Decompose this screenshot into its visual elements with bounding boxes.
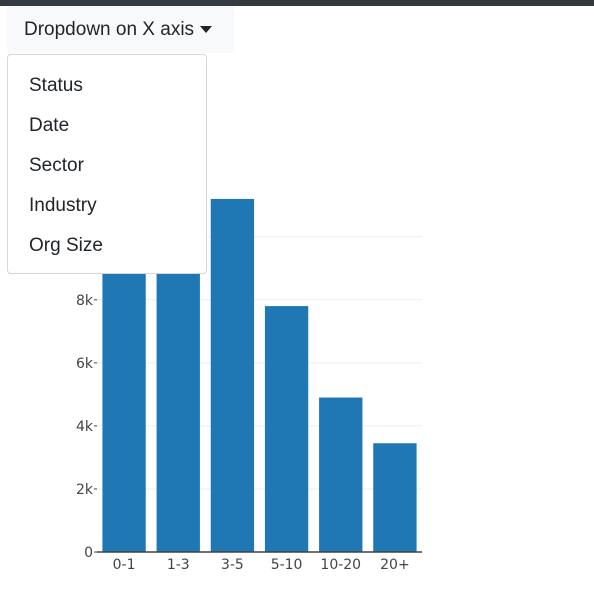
- dropdown-label: Dropdown on X axis: [24, 18, 195, 40]
- menu-item-status[interactable]: Status: [29, 75, 83, 96]
- bar-0-1[interactable]: [102, 236, 146, 552]
- y-tick-label: 8k: [76, 293, 94, 309]
- x-tick-label: 5-10: [271, 557, 303, 573]
- y-tick-label: 4k: [76, 419, 94, 435]
- bar-10-20[interactable]: [319, 397, 363, 552]
- y-tick-label: 2k: [76, 482, 94, 498]
- x-tick-label: 3-5: [221, 557, 244, 573]
- menu-item-date[interactable]: Date: [29, 115, 70, 136]
- bar-3-5[interactable]: [210, 198, 255, 552]
- x-tick-label: 1-3: [167, 557, 190, 573]
- menu-item-sector[interactable]: Sector: [29, 155, 84, 176]
- x-axis-dropdown-button[interactable]: Dropdown on X axis: [7, 6, 234, 53]
- chart-bars: [102, 198, 417, 552]
- x-tick-label: 0-1: [113, 557, 136, 573]
- caret-down-icon: [200, 26, 213, 33]
- dropdown-menu: Status Date Sector Industry Org Size: [7, 54, 207, 274]
- bar-1-3[interactable]: [156, 241, 200, 552]
- top-bar: [0, 0, 594, 6]
- bar-5-10[interactable]: [264, 306, 309, 552]
- x-tick-label: 20+: [380, 557, 410, 573]
- menu-item-org-size[interactable]: Org Size: [29, 235, 103, 256]
- bar-20+[interactable]: [373, 443, 417, 552]
- x-tick-label: 10-20: [320, 557, 361, 573]
- y-tick-label: 0: [84, 545, 93, 561]
- menu-item-industry[interactable]: Industry: [29, 195, 97, 216]
- y-tick-label: 6k: [76, 356, 94, 372]
